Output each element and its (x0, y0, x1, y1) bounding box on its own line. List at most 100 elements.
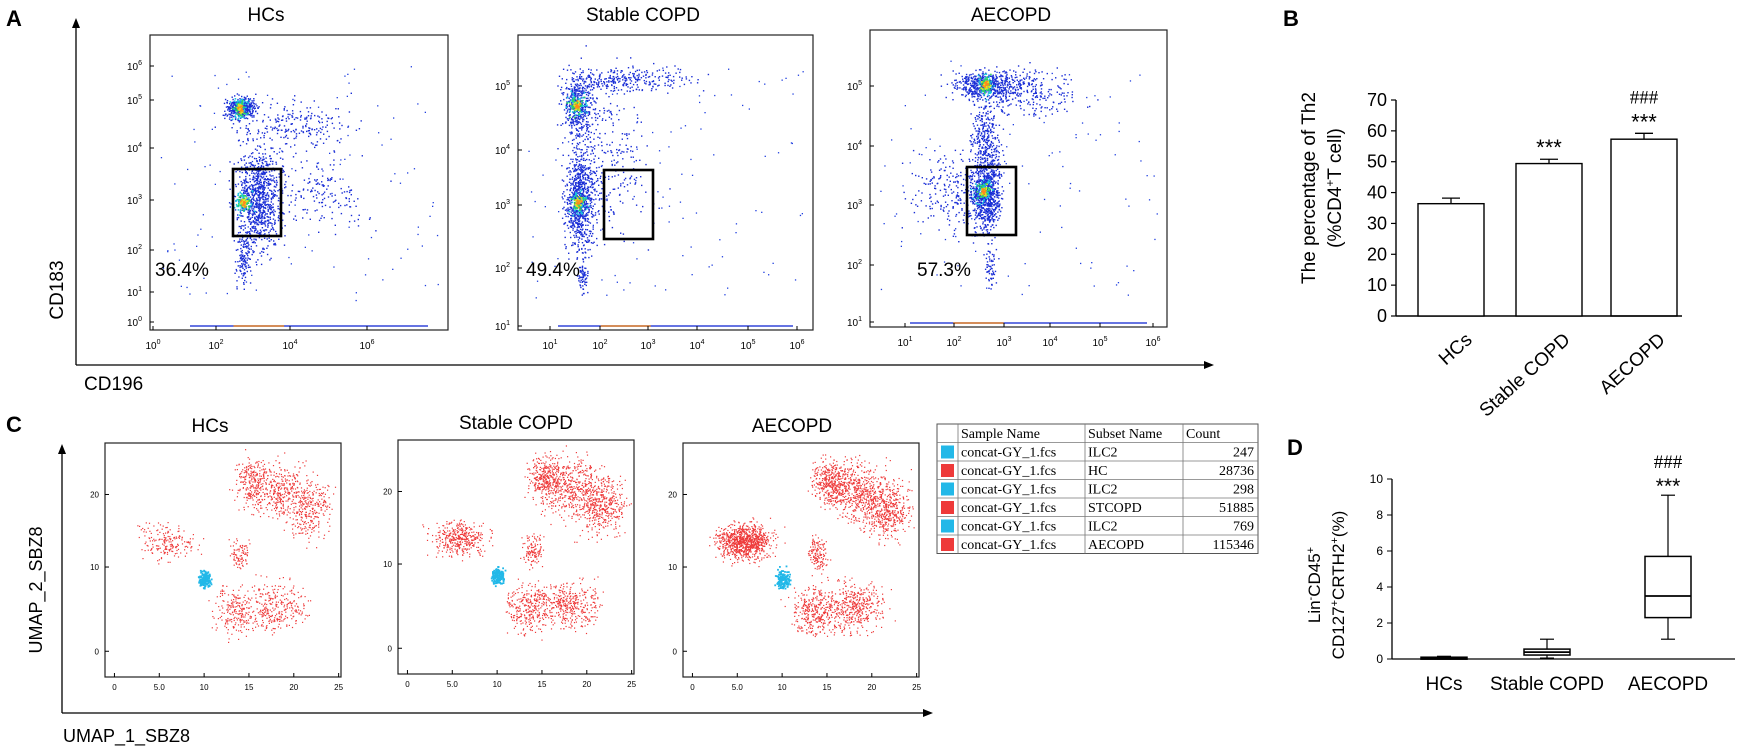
event-dot (581, 248, 582, 249)
event-dot (248, 197, 250, 199)
event-dot (254, 211, 256, 213)
event-dot (645, 192, 646, 193)
event-dot (565, 214, 566, 215)
event-dot (256, 220, 257, 221)
event-dot (271, 223, 272, 224)
event-dot (238, 265, 239, 266)
event-dot (321, 129, 322, 130)
event-dot (576, 237, 577, 238)
event-dot (619, 81, 620, 82)
event-dot (239, 120, 240, 121)
event-dot (980, 75, 981, 76)
event-dot (306, 123, 307, 124)
event-dot (570, 196, 571, 197)
event-dot (278, 119, 279, 120)
event-dot (231, 127, 232, 128)
event-dot (235, 200, 237, 202)
event-dot (214, 113, 215, 114)
event-dot (174, 249, 175, 250)
event-dot (609, 220, 610, 221)
event-dot (566, 209, 567, 210)
event-dot (252, 107, 253, 108)
event-dot (669, 75, 670, 76)
event-dot (582, 193, 583, 194)
event-dot (251, 200, 252, 201)
event-dot (586, 174, 587, 175)
event-dot (265, 149, 266, 150)
event-dot (577, 197, 579, 199)
event-dot (614, 88, 615, 89)
event-dot (601, 198, 602, 199)
event-dot (570, 218, 571, 219)
event-dot (245, 104, 247, 106)
event-dot (617, 93, 618, 94)
event-dot (316, 166, 317, 167)
event-dot (665, 72, 666, 73)
event-dot (572, 193, 573, 194)
event-dot (633, 84, 634, 85)
event-dot (340, 205, 341, 206)
event-dot (626, 151, 627, 152)
event-dot (974, 83, 975, 84)
y-tick-label: 104 (495, 144, 510, 157)
event-dot (276, 177, 277, 178)
event-dot (571, 131, 572, 132)
event-dot (578, 116, 579, 117)
event-dot (562, 78, 563, 79)
event-dot (293, 104, 294, 105)
event-dot (583, 210, 584, 211)
event-dot (242, 268, 243, 269)
event-dot (585, 179, 586, 180)
event-dot (587, 168, 588, 169)
event-dot (253, 226, 254, 227)
y-tick-label: 101 (127, 286, 142, 299)
event-dot (295, 215, 296, 216)
event-dot (611, 161, 612, 162)
event-dot (572, 116, 573, 117)
event-dot (276, 233, 277, 234)
event-dot (957, 82, 958, 83)
event-dot (244, 221, 245, 222)
event-dot (255, 149, 256, 150)
event-dot (581, 164, 582, 165)
event-dot (572, 202, 574, 204)
event-dot (1003, 93, 1004, 94)
event-dot (1006, 72, 1007, 73)
event-dot (253, 188, 254, 189)
event-dot (229, 161, 230, 162)
event-dot (764, 84, 765, 85)
event-dot (588, 178, 589, 179)
event-dot (586, 201, 587, 202)
event-dot (599, 133, 600, 134)
event-dot (337, 97, 338, 98)
event-dot (298, 191, 299, 192)
event-dot (589, 84, 590, 85)
event-dot (566, 246, 567, 247)
event-dot (255, 228, 256, 229)
event-dot (247, 111, 248, 112)
event-dot (579, 226, 580, 227)
event-dot (577, 88, 578, 89)
event-dot (256, 262, 257, 263)
event-dot (308, 234, 309, 235)
event-dot (265, 198, 266, 199)
event-dot (590, 186, 591, 187)
event-dot (269, 179, 270, 180)
event-dot (230, 110, 231, 111)
event-dot (576, 76, 577, 77)
event-dot (669, 221, 670, 222)
event-dot (314, 147, 315, 148)
flow-plot-dots (528, 45, 803, 326)
event-dot (644, 82, 645, 83)
event-dot (585, 113, 586, 114)
event-dot (240, 145, 241, 146)
event-dot (227, 100, 228, 101)
event-dot (278, 215, 279, 216)
event-dot (1000, 96, 1001, 97)
event-dot (583, 154, 584, 155)
event-dot (258, 163, 259, 164)
event-dot (968, 83, 969, 84)
event-dot (215, 184, 216, 185)
event-dot (253, 197, 254, 198)
event-dot (570, 203, 571, 204)
